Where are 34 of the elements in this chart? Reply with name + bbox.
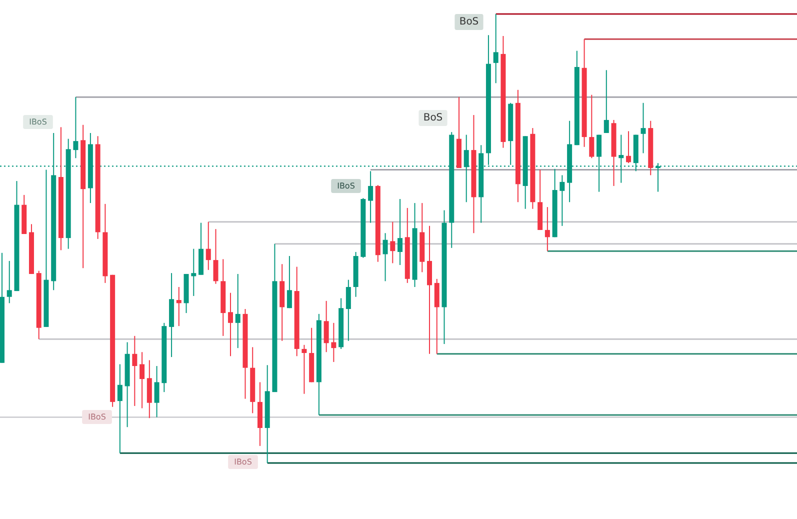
- annotation: IBoS: [29, 118, 47, 126]
- candlestick: [132, 335, 138, 406]
- annotation: IBoS: [234, 458, 252, 466]
- annotation: IBoS: [88, 412, 106, 422]
- candlestick: [176, 286, 182, 327]
- annotation: BoS: [423, 112, 443, 124]
- candlestick: [560, 174, 565, 226]
- candlestick: [544, 206, 550, 252]
- candlestick: [286, 256, 292, 309]
- candlestick: [346, 279, 351, 342]
- candlestick: [640, 102, 646, 154]
- candlestick: [493, 14, 498, 84]
- candlestick: [626, 130, 632, 164]
- candlestick: [154, 366, 160, 418]
- annotation: BoS: [459, 16, 479, 28]
- candlestick: [331, 322, 336, 362]
- candlestick: [390, 221, 396, 264]
- candlestick: [324, 300, 329, 353]
- candlestick: [117, 364, 122, 454]
- candlestick: [368, 170, 374, 224]
- candlestick: [589, 94, 594, 159]
- candlestick: [235, 273, 240, 349]
- candlestick: [191, 248, 196, 296]
- candlestick: [382, 232, 388, 282]
- candlestick: [302, 344, 307, 394]
- candlestick: [213, 228, 218, 284]
- candlestick: [398, 198, 403, 266]
- candlestick: [140, 352, 145, 409]
- candlestick: [604, 70, 609, 134]
- candlestick: [228, 292, 233, 357]
- candlestick: [206, 221, 211, 270]
- candlestick: [6, 260, 12, 304]
- annotation: IBoS: [337, 182, 355, 190]
- candlestick: [73, 96, 78, 159]
